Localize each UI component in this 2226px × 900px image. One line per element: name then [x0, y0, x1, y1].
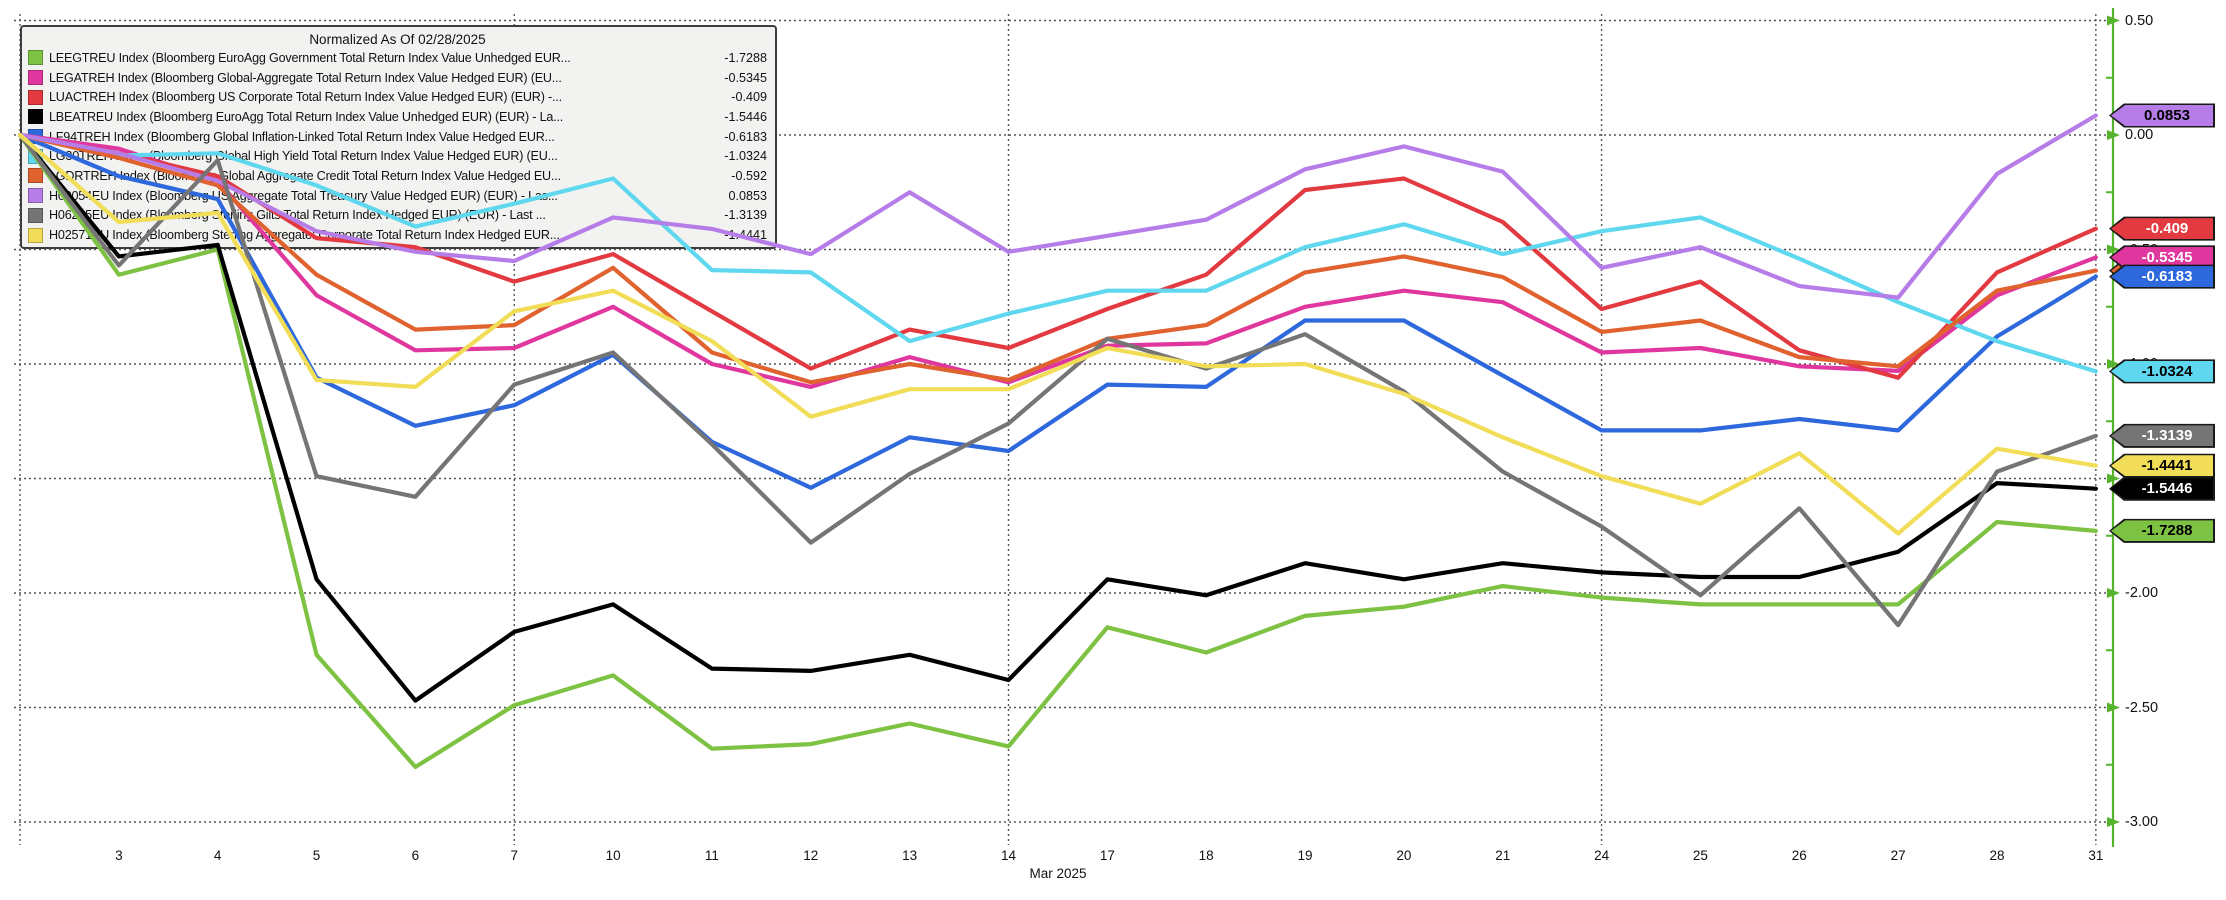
x-axis-month-label: Mar 2025 — [1029, 866, 1087, 881]
legend-row-LF94TREH[interactable]: LF94TREH Index (Bloomberg Global Inflati… — [28, 127, 767, 147]
legend-label: H02571EU Index (Bloomberg Sterling Aggre… — [49, 228, 560, 243]
y-major-tick-arrow — [2107, 359, 2120, 369]
legend-row-LBEATREU[interactable]: LBEATREU Index (Bloomberg EuroAgg Total … — [28, 107, 767, 127]
last-value-tag-LBEATREU[interactable]: -1.5446 — [2109, 476, 2215, 501]
y-major-tick-arrow — [2107, 15, 2120, 26]
y-tick-label: -3.00 — [2125, 814, 2159, 830]
x-tick-label: 17 — [1099, 848, 1115, 863]
x-tick-label: 27 — [1890, 848, 1906, 863]
series-line-H00054EU[interactable] — [17, 113, 2098, 300]
legend-swatch-LEEGTREU — [28, 50, 43, 66]
x-tick-label: 3 — [115, 848, 123, 863]
x-tick-label: 26 — [1791, 848, 1807, 863]
x-tick-label: 7 — [510, 848, 518, 863]
x-tick-label: 31 — [2088, 848, 2104, 863]
legend-row-LUACTREH[interactable]: LUACTREH Index (Bloomberg US Corporate T… — [28, 87, 767, 107]
series-line-LBEATREU[interactable] — [17, 132, 2098, 703]
legend-label: LUACTREH Index (Bloomberg US Corporate T… — [49, 90, 562, 105]
legend-last-value: -0.6183 — [724, 129, 767, 144]
y-major-tick-arrow — [2107, 130, 2120, 140]
legend-label: LF94TREH Index (Bloomberg Global Inflati… — [49, 129, 555, 144]
legend-label: LBEATREU Index (Bloomberg EuroAgg Total … — [49, 109, 564, 124]
x-tick-label: 24 — [1594, 848, 1610, 863]
legend-swatch-H02571EU — [28, 227, 43, 243]
y-tick-label: -2.00 — [2125, 585, 2159, 601]
x-tick-label: 5 — [312, 848, 321, 863]
legend-swatch-LUACTREH — [28, 89, 43, 105]
legend-label: LEEGTREU Index (Bloomberg EuroAgg Govern… — [49, 50, 571, 65]
x-tick-label: 21 — [1495, 848, 1511, 863]
x-tick-label: 14 — [1000, 848, 1017, 863]
last-value-tag-LEEGTREU[interactable]: -1.7288 — [2109, 518, 2215, 543]
last-value-tag-H06245EU[interactable]: -1.3139 — [2109, 423, 2215, 448]
y-major-tick-arrow — [2107, 702, 2120, 713]
series-line-LEGATREH[interactable] — [17, 132, 2098, 389]
legend-last-value: -1.7288 — [724, 50, 767, 65]
legend-swatch-LGDRTREH — [28, 168, 43, 184]
series-line-H02571EU[interactable] — [17, 132, 2098, 536]
legend-row-H00054EU[interactable]: H00054EU Index (Bloomberg US Aggregate T… — [28, 186, 767, 206]
legend-last-value: 0.0853 — [728, 188, 767, 203]
y-major-tick-arrow — [2107, 244, 2120, 255]
legend-last-value: -0.592 — [731, 168, 767, 183]
chart-legend: Normalized As Of 02/28/2025 LEEGTREU Ind… — [20, 25, 777, 249]
series-line-LF94TREH[interactable] — [17, 132, 2098, 490]
series-line-LGDRTREH[interactable] — [17, 132, 2098, 385]
last-value-tag-H00054EU[interactable]: 0.0853 — [2109, 103, 2215, 128]
tag-value: -0.6183 — [2111, 266, 2213, 288]
y-major-tick-arrow — [2107, 473, 2120, 484]
y-tick-label: -2.50 — [2125, 699, 2159, 716]
legend-title: Normalized As Of 02/28/2025 — [309, 32, 486, 47]
legend-swatch-LEGATREH — [28, 70, 43, 86]
legend-swatch-H00054EU — [28, 188, 43, 204]
x-tick-label: 12 — [803, 848, 819, 863]
series-line-LG30TREH[interactable] — [17, 132, 2098, 374]
legend-last-value: -1.0324 — [724, 149, 767, 164]
legend-last-value: -1.5446 — [724, 109, 767, 124]
x-tick-label: 13 — [902, 848, 918, 863]
legend-last-value: -0.409 — [731, 90, 767, 105]
last-value-tag-H02571EU[interactable]: -1.4441 — [2109, 453, 2215, 478]
legend-last-value: -1.3139 — [724, 208, 767, 223]
y-major-tick-arrow — [2107, 588, 2120, 598]
x-tick-label: 10 — [605, 848, 621, 863]
x-tick-label: 19 — [1297, 848, 1313, 863]
y-tick-label: 0.50 — [2125, 12, 2154, 29]
legend-row-LEEGTREU[interactable]: LEEGTREU Index (Bloomberg EuroAgg Govern… — [28, 48, 767, 68]
y-tick-label: 0.00 — [2125, 127, 2154, 143]
x-tick-label: 25 — [1692, 848, 1708, 863]
x-tick-label: 11 — [704, 848, 719, 863]
tag-value: -1.7288 — [2111, 520, 2213, 542]
legend-row-LEGATREH[interactable]: LEGATREH Index (Bloomberg Global-Aggrega… — [28, 68, 767, 88]
x-tick-label: 28 — [1989, 848, 2005, 863]
x-tick-label: 4 — [213, 848, 222, 863]
last-value-tag-LUACTREH[interactable]: -0.409 — [2109, 216, 2215, 241]
tag-value: -1.3139 — [2111, 425, 2213, 447]
legend-swatch-LBEATREU — [28, 109, 43, 125]
series-line-LEEGTREU[interactable] — [17, 132, 2098, 770]
x-tick-label: 6 — [411, 848, 420, 863]
last-value-tag-LF94TREH[interactable]: -0.6183 — [2109, 264, 2215, 289]
legend-label: LEGATREH Index (Bloomberg Global-Aggrega… — [49, 70, 562, 85]
legend-last-value: -0.5345 — [724, 70, 767, 85]
tag-value: -1.0324 — [2111, 360, 2213, 382]
legend-swatch-H06245EU — [28, 207, 43, 223]
x-tick-label: 18 — [1198, 848, 1214, 863]
series-line-H06245EU[interactable] — [17, 132, 2098, 628]
tag-value: -1.4441 — [2111, 455, 2213, 477]
tag-value: -0.5345 — [2111, 246, 2213, 268]
tag-value: -1.5446 — [2111, 478, 2213, 500]
tag-value: -0.409 — [2111, 218, 2213, 240]
last-value-tag-LG30TREH[interactable]: -1.0324 — [2109, 359, 2215, 384]
legend-label: H00054EU Index (Bloomberg US Aggregate T… — [49, 188, 558, 203]
y-major-tick-arrow — [2107, 817, 2120, 827]
tag-value: 0.0853 — [2111, 104, 2213, 126]
x-tick-label: 20 — [1396, 848, 1412, 863]
